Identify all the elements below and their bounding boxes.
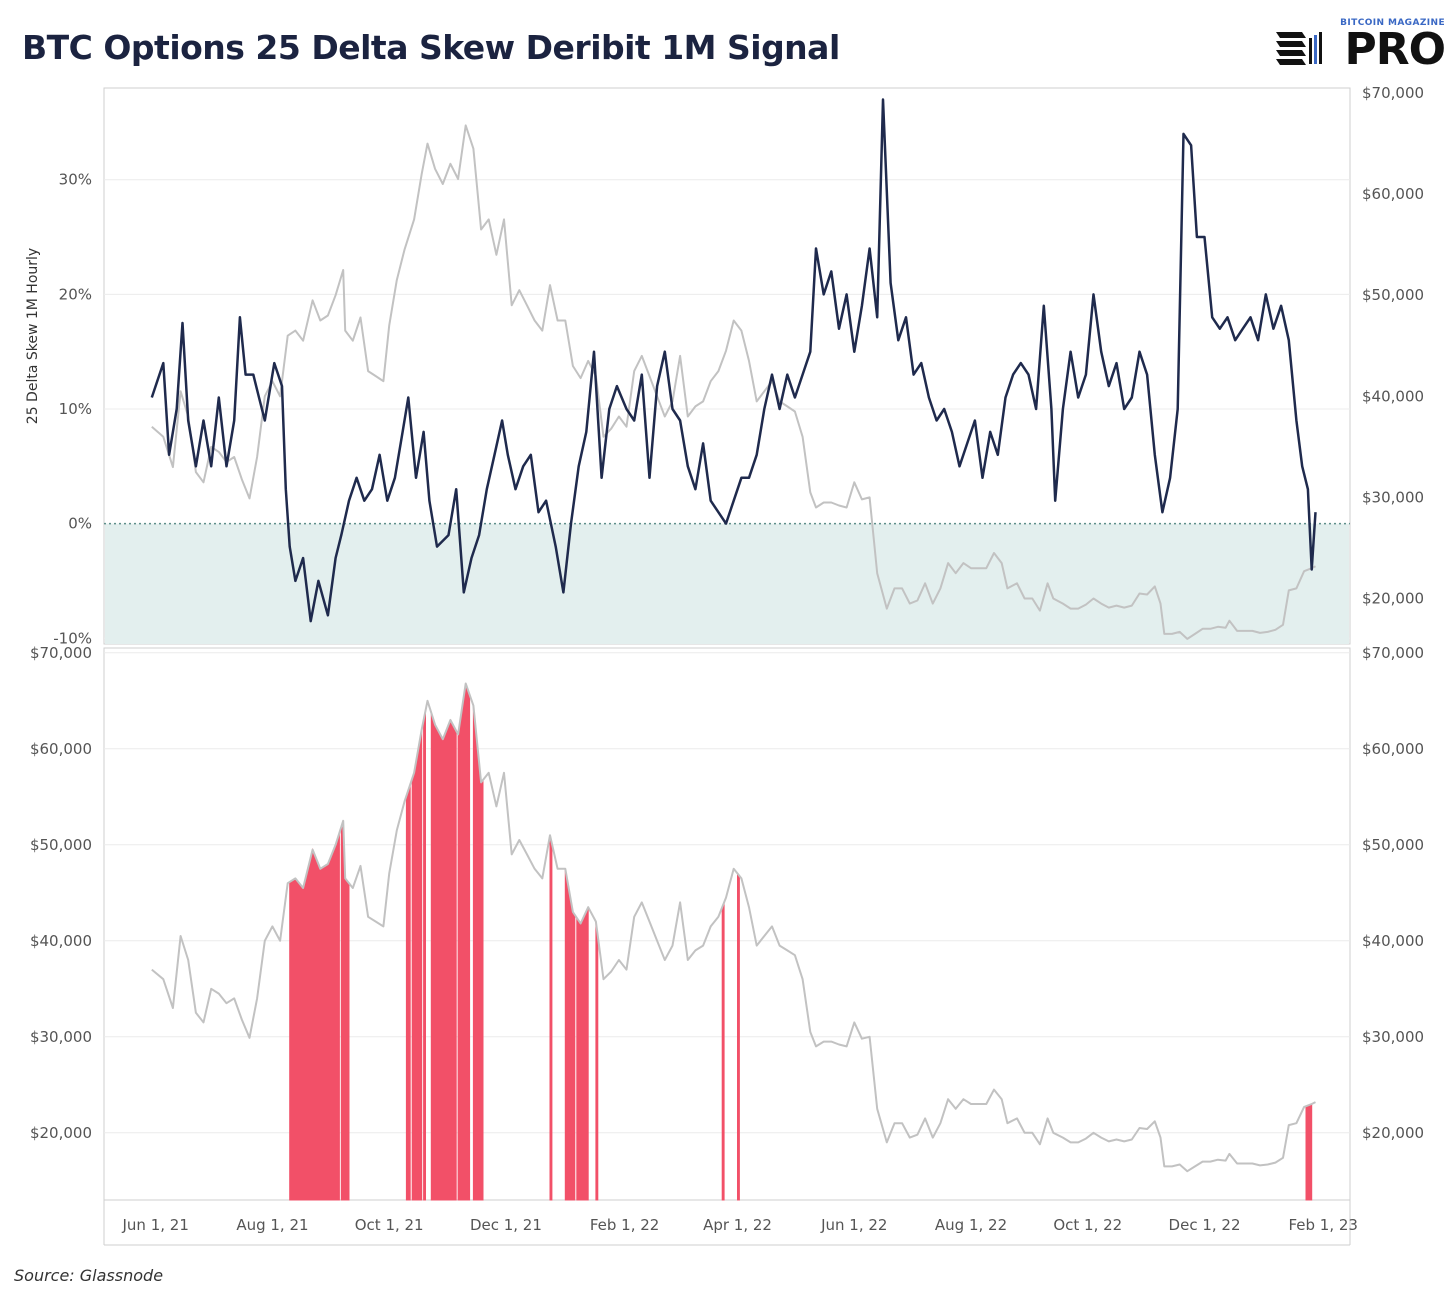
bottom-left-tick-label: $70,000 bbox=[30, 644, 92, 662]
signal-area bbox=[405, 784, 411, 1201]
signal-area bbox=[721, 902, 725, 1201]
skew-line bbox=[150, 98, 1317, 623]
chart-title: BTC Options 25 Delta Skew Deribit 1M Sig… bbox=[22, 28, 840, 67]
top-right-tick-label: $70,000 bbox=[1362, 84, 1424, 102]
x-tick-label: Apr 1, 22 bbox=[703, 1216, 772, 1234]
x-tick-label: Aug 1, 22 bbox=[935, 1216, 1007, 1234]
logo-bars-icon bbox=[1276, 32, 1322, 65]
top-right-tick-label: $40,000 bbox=[1362, 387, 1424, 405]
x-tick-label: Aug 1, 21 bbox=[236, 1216, 308, 1234]
signal-area bbox=[411, 729, 423, 1201]
bottom-right-tick-label: $70,000 bbox=[1362, 644, 1424, 662]
bottom-left-tick-label: $30,000 bbox=[30, 1028, 92, 1046]
bottom-right-tick-label: $20,000 bbox=[1362, 1124, 1424, 1142]
signal-area bbox=[549, 835, 553, 1201]
signal-area bbox=[1305, 1103, 1313, 1201]
signal-area bbox=[737, 872, 740, 1201]
top-right-tick-label: $20,000 bbox=[1362, 590, 1424, 608]
x-tick-label: Oct 1, 21 bbox=[355, 1216, 424, 1234]
bitcoin-magazine-pro-logo: BITCOIN MAGAZINE PRO bbox=[1270, 18, 1446, 75]
top-left-tick-label: 0% bbox=[68, 515, 92, 533]
signal-area bbox=[316, 832, 340, 1201]
logo-big-text: PRO bbox=[1344, 24, 1446, 75]
signal-area bbox=[289, 847, 317, 1201]
bottom-left-tick-label: $50,000 bbox=[30, 836, 92, 854]
x-tick-label: Dec 1, 21 bbox=[470, 1216, 542, 1234]
top-left-tick-label: 30% bbox=[59, 171, 92, 189]
bottom-right-tick-label: $40,000 bbox=[1362, 932, 1424, 950]
top-right-tick-label: $30,000 bbox=[1362, 488, 1424, 506]
x-tick-label: Feb 1, 22 bbox=[590, 1216, 660, 1234]
btc-price-line-bottom bbox=[151, 682, 1316, 1173]
bottom-panel-frame bbox=[103, 647, 1351, 1201]
bottom-right-tick-label: $60,000 bbox=[1362, 740, 1424, 758]
bottom-left-tick-label: $60,000 bbox=[30, 740, 92, 758]
bottom-left-tick-label: $40,000 bbox=[30, 932, 92, 950]
btc-price-line-top bbox=[151, 124, 1316, 640]
y-axis-title: 25 Delta Skew 1M Hourly bbox=[25, 248, 41, 424]
x-tick-label: Jun 1, 22 bbox=[820, 1216, 887, 1234]
top-left-tick-label: -10% bbox=[53, 629, 92, 647]
x-tick-label: Feb 1, 23 bbox=[1288, 1216, 1358, 1234]
negative-skew-zone bbox=[105, 523, 1349, 644]
x-tick-label: Oct 1, 22 bbox=[1053, 1216, 1122, 1234]
bottom-right-tick-label: $50,000 bbox=[1362, 836, 1424, 854]
signal-area bbox=[576, 906, 589, 1201]
signal-area bbox=[423, 710, 426, 1201]
top-left-tick-label: 20% bbox=[59, 285, 92, 303]
signal-area bbox=[430, 712, 457, 1201]
logo-small-text: BITCOIN MAGAZINE bbox=[1340, 18, 1445, 28]
source-note: Source: Glassnode bbox=[14, 1266, 164, 1285]
top-right-tick-label: $50,000 bbox=[1362, 286, 1424, 304]
signal-area bbox=[457, 683, 471, 1201]
signal-area bbox=[564, 868, 576, 1201]
x-tick-label: Jun 1, 21 bbox=[121, 1216, 188, 1234]
top-right-tick-label: $60,000 bbox=[1362, 185, 1424, 203]
signal-area bbox=[595, 921, 599, 1201]
bottom-left-tick-label: $20,000 bbox=[30, 1124, 92, 1142]
x-tick-label: Dec 1, 22 bbox=[1169, 1216, 1241, 1234]
top-left-tick-label: 10% bbox=[59, 400, 92, 418]
bottom-right-tick-label: $30,000 bbox=[1362, 1028, 1424, 1046]
